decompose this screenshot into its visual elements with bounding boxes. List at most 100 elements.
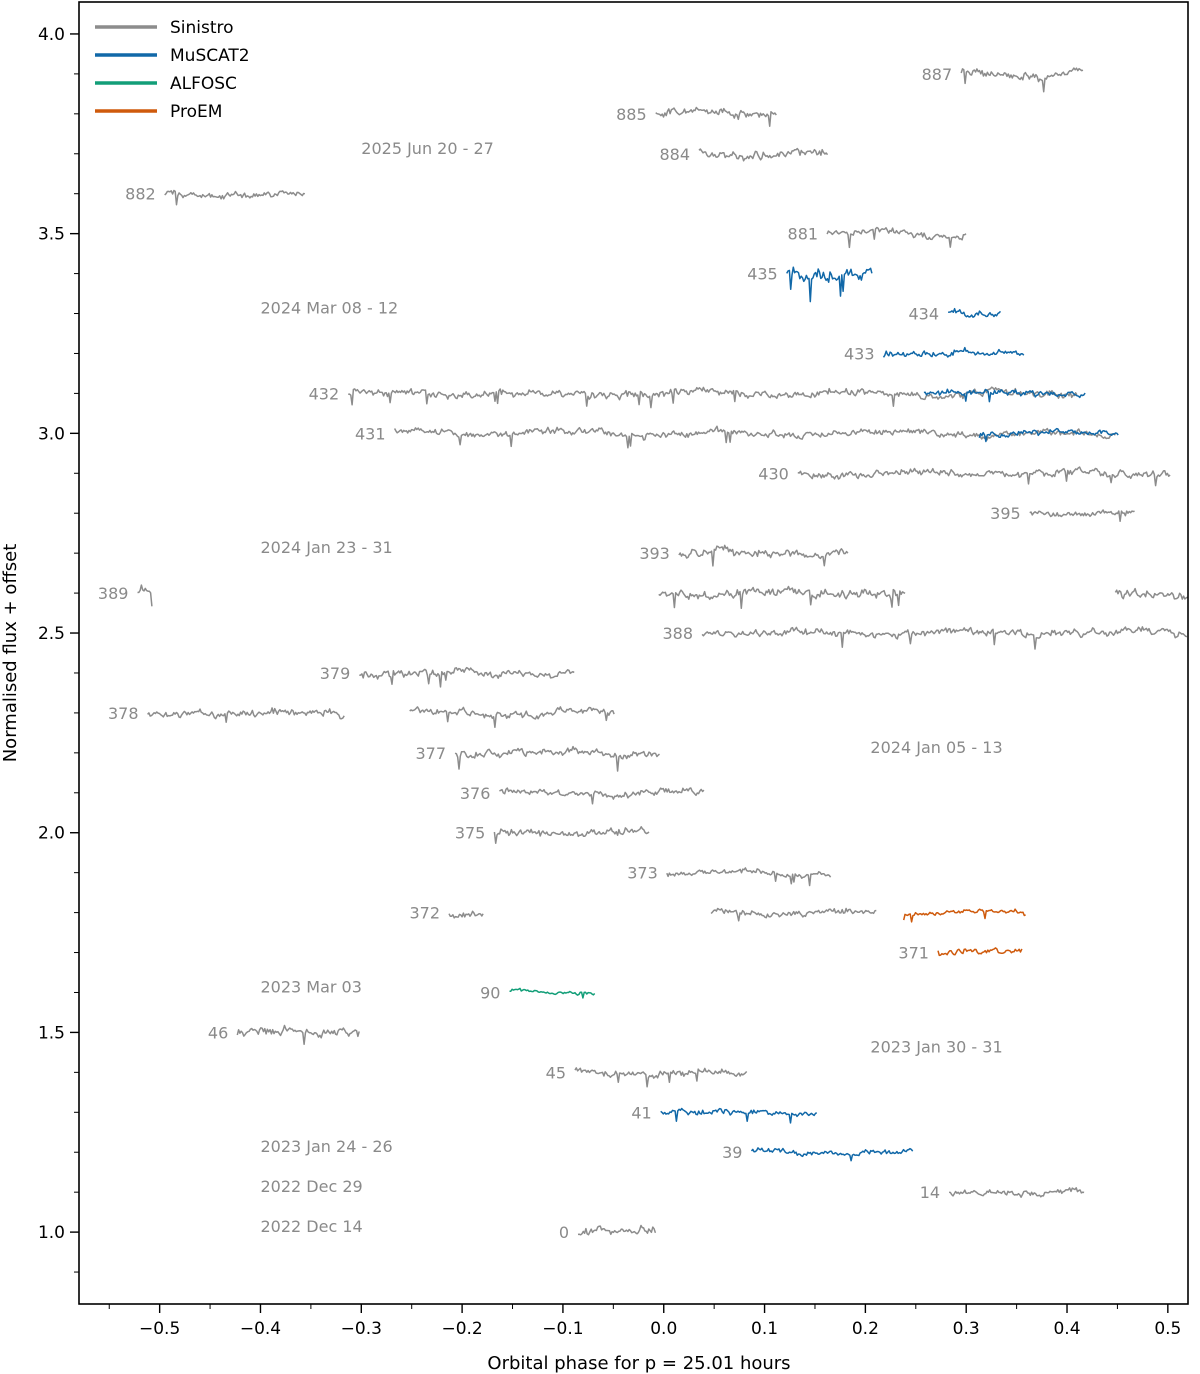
series-label-884: 884 bbox=[659, 145, 690, 164]
group-label: 2022 Dec 14 bbox=[260, 1217, 362, 1236]
series-431b-segment-0 bbox=[978, 427, 1119, 443]
series-388-segment-0 bbox=[701, 626, 1188, 650]
series-label-887: 887 bbox=[922, 65, 953, 84]
curves-layer bbox=[137, 67, 1188, 1236]
y-tick-label: 1.0 bbox=[38, 1223, 65, 1243]
series-373-segment-0 bbox=[666, 867, 832, 887]
series-372b-segment-0 bbox=[902, 908, 1026, 923]
series-41-segment-0 bbox=[660, 1107, 818, 1124]
series-label-372: 372 bbox=[409, 904, 440, 923]
series-378-segment-0 bbox=[147, 707, 345, 723]
x-tick-label: 0.2 bbox=[852, 1319, 879, 1339]
series-label-375: 375 bbox=[455, 824, 486, 843]
series-label-45: 45 bbox=[546, 1063, 566, 1082]
series-label-377: 377 bbox=[416, 744, 447, 763]
series-90-segment-0 bbox=[509, 987, 596, 999]
y-tick-label: 2.5 bbox=[38, 624, 65, 644]
series-884-segment-0 bbox=[698, 147, 829, 162]
series-389-segment-0 bbox=[137, 584, 153, 607]
x-tick-label: 0.0 bbox=[650, 1319, 677, 1339]
y-tick-label: 1.5 bbox=[38, 1023, 65, 1043]
x-tick-label: 0.1 bbox=[751, 1319, 778, 1339]
group-label: 2024 Mar 08 - 12 bbox=[260, 299, 398, 318]
group-labels-layer: 2025 Jun 20 - 27 2024 Mar 08 - 12 2024 Jan… bbox=[260, 139, 1002, 1236]
x-tick-label: −0.2 bbox=[441, 1319, 482, 1339]
series-label-46: 46 bbox=[208, 1023, 228, 1042]
x-axis-title: Orbital phase for p = 25.01 hours bbox=[487, 1353, 790, 1374]
series-label-431: 431 bbox=[355, 424, 386, 443]
series-395-segment-0 bbox=[1029, 509, 1135, 523]
y-tick-label: 2.0 bbox=[38, 824, 65, 844]
y-tick-label: 4.0 bbox=[38, 25, 65, 45]
group-label: 2023 Mar 03 bbox=[260, 977, 361, 996]
series-label-379: 379 bbox=[320, 664, 351, 683]
x-tick-label: 0.5 bbox=[1154, 1319, 1181, 1339]
series-433-segment-0 bbox=[882, 346, 1025, 358]
series-375-segment-0 bbox=[493, 826, 650, 844]
series-label-430: 430 bbox=[758, 464, 789, 483]
series-label-432: 432 bbox=[309, 384, 340, 403]
x-axis: −0.5 −0.4 −0.3 −0.2 −0.1 0.0 0.1 0.2 0.3 0.4 0.5 bbox=[108, 1304, 1181, 1339]
y-axis-title: Normalised flux + offset bbox=[0, 544, 21, 763]
series-label-373: 373 bbox=[627, 864, 658, 883]
plot-frame bbox=[78, 1, 1189, 1305]
series-label-882: 882 bbox=[125, 185, 156, 204]
legend-label-proem: ProEM bbox=[170, 102, 222, 122]
series-39-segment-0 bbox=[750, 1147, 914, 1162]
series-label-39: 39 bbox=[722, 1143, 742, 1162]
series-376-segment-0 bbox=[499, 787, 705, 805]
group-label: 2024 Jan 05 - 13 bbox=[870, 738, 1002, 757]
series-430-segment-0 bbox=[797, 466, 1171, 487]
series-label-0: 0 bbox=[559, 1223, 569, 1242]
series-434-segment-0 bbox=[948, 307, 1002, 318]
series-393-segment-0 bbox=[678, 544, 849, 567]
series-378-segment-1 bbox=[409, 706, 615, 729]
series-432-segment-0 bbox=[348, 386, 1078, 409]
group-label: 2025 Jun 20 - 27 bbox=[361, 139, 494, 158]
series-label-378: 378 bbox=[108, 704, 139, 723]
series-label-389: 389 bbox=[98, 584, 129, 603]
series-label-434: 434 bbox=[909, 305, 940, 324]
series-label-371: 371 bbox=[898, 944, 929, 963]
series-0-segment-0 bbox=[577, 1224, 657, 1236]
legend: Sinistro MuSCAT2 ALFOSC ProEM bbox=[95, 18, 250, 122]
x-tick-label: 0.4 bbox=[1053, 1319, 1080, 1339]
series-389-segment-2 bbox=[1114, 587, 1188, 600]
series-label-393: 393 bbox=[639, 544, 670, 563]
series-885-segment-0 bbox=[655, 106, 777, 127]
x-tick-label: 0.3 bbox=[953, 1319, 980, 1339]
x-tick-label: −0.3 bbox=[341, 1319, 382, 1339]
series-label-14: 14 bbox=[920, 1183, 940, 1202]
legend-label-alfosc: ALFOSC bbox=[170, 74, 237, 94]
series-887-segment-0 bbox=[960, 67, 1084, 93]
series-46-segment-0 bbox=[236, 1024, 360, 1046]
x-tick-label: −0.4 bbox=[240, 1319, 281, 1339]
group-label: 2024 Jan 23 - 31 bbox=[260, 538, 392, 557]
series-371-segment-0 bbox=[937, 947, 1023, 957]
series-label-881: 881 bbox=[788, 225, 819, 244]
series-377-segment-0 bbox=[454, 745, 660, 772]
series-label-41: 41 bbox=[631, 1103, 651, 1122]
series-435-segment-0 bbox=[786, 266, 873, 303]
group-label: 2023 Jan 30 - 31 bbox=[870, 1037, 1002, 1056]
series-label-885: 885 bbox=[616, 105, 647, 124]
series-label-376: 376 bbox=[460, 784, 491, 803]
series-389-segment-1 bbox=[658, 585, 906, 610]
series-label-433: 433 bbox=[844, 344, 875, 363]
curve-labels-layer: 887 885 884 882 881 435 434 433 432 431 430 395 393 3… bbox=[98, 65, 1021, 1242]
legend-label-sinistro: Sinistro bbox=[170, 18, 234, 38]
group-label: 2023 Jan 24 - 26 bbox=[260, 1137, 392, 1156]
series-label-388: 388 bbox=[663, 624, 694, 643]
x-tick-label: −0.5 bbox=[139, 1319, 180, 1339]
series-label-90: 90 bbox=[480, 983, 500, 1002]
series-372-segment-0 bbox=[448, 910, 484, 919]
series-432b-segment-0 bbox=[923, 388, 1086, 403]
series-372-segment-1 bbox=[710, 907, 877, 922]
legend-label-muscat2: MuSCAT2 bbox=[170, 46, 250, 66]
group-label: 2022 Dec 29 bbox=[260, 1177, 362, 1196]
series-881-segment-0 bbox=[826, 226, 967, 249]
y-tick-label: 3.5 bbox=[38, 225, 65, 245]
series-14-segment-0 bbox=[948, 1187, 1085, 1198]
series-379-segment-0 bbox=[359, 666, 575, 688]
